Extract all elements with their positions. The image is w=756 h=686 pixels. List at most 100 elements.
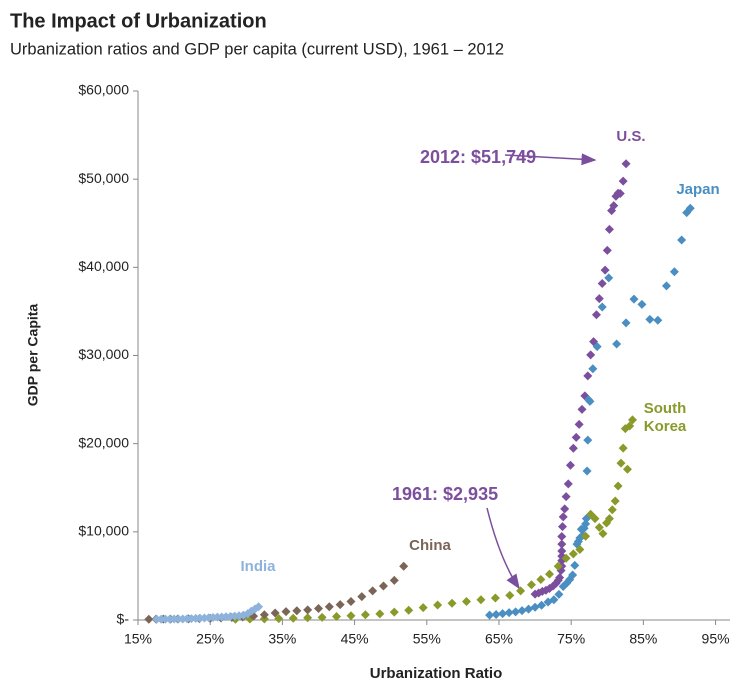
y-tick-label: $20,000 (78, 434, 129, 450)
x-tick-label: 95% (702, 631, 730, 647)
point (558, 522, 568, 532)
point (607, 505, 617, 515)
point (549, 595, 559, 605)
point (498, 609, 508, 619)
point (563, 479, 573, 489)
point (625, 421, 635, 431)
point (583, 371, 593, 381)
x-tick-label: 65% (485, 631, 513, 647)
point (677, 235, 687, 245)
point (303, 605, 313, 615)
y-tick-label: $50,000 (78, 170, 129, 186)
point (490, 593, 500, 603)
point (560, 504, 570, 514)
y-tick-label: $30,000 (78, 346, 129, 362)
point (615, 189, 625, 199)
point (604, 224, 614, 234)
point (600, 265, 610, 275)
point (346, 596, 356, 606)
point (575, 544, 585, 554)
point (616, 458, 626, 468)
point (612, 339, 622, 349)
point (581, 519, 591, 529)
point (613, 481, 623, 491)
point (536, 574, 546, 584)
point (504, 608, 514, 618)
point (389, 607, 399, 617)
point (557, 539, 567, 549)
point (574, 419, 584, 429)
y-tick-label: $10,000 (78, 523, 129, 539)
point (259, 610, 269, 620)
point (557, 546, 567, 556)
point (491, 609, 501, 619)
point (685, 203, 695, 213)
point (433, 600, 443, 610)
point (303, 613, 313, 623)
point (597, 302, 607, 312)
point (332, 611, 342, 621)
point (389, 575, 399, 585)
annotation: 2012: $51,749 (420, 147, 536, 167)
point (404, 605, 414, 615)
annotation-arrow (504, 153, 597, 166)
point (144, 614, 154, 624)
series-label: India (240, 558, 276, 575)
point (555, 573, 565, 583)
point (628, 415, 638, 425)
point (604, 273, 614, 283)
y-tick-label: $60,000 (78, 82, 129, 98)
annotation: 1961: $2,935 (392, 484, 498, 504)
x-axis-label: Urbanization Ratio (370, 665, 503, 682)
y-tick-label: $- (117, 611, 130, 627)
series-label: South Korea (643, 400, 687, 435)
point (505, 590, 515, 600)
point (288, 613, 298, 623)
point (254, 602, 264, 612)
point (568, 549, 578, 559)
point (583, 435, 593, 445)
series-label: U.S. (616, 128, 646, 145)
point (571, 432, 581, 442)
point (368, 586, 378, 596)
x-tick-label: 85% (629, 631, 657, 647)
point (537, 600, 547, 610)
point (637, 299, 647, 309)
point (618, 176, 628, 186)
point (557, 531, 567, 541)
point (629, 294, 639, 304)
point (609, 201, 619, 211)
point (645, 314, 655, 324)
point (418, 603, 428, 613)
point (597, 279, 607, 289)
point (360, 610, 370, 620)
point (591, 310, 601, 320)
point (346, 611, 356, 621)
x-tick-label: 35% (268, 631, 296, 647)
point (588, 364, 598, 374)
point (586, 350, 596, 360)
point (594, 294, 604, 304)
point (661, 281, 671, 291)
y-axis-label: GDP per Capita (25, 304, 41, 407)
point (274, 614, 284, 624)
point (561, 553, 571, 563)
point (516, 586, 526, 596)
series-label: Japan (676, 181, 720, 198)
point (568, 443, 578, 453)
x-tick-label: 45% (341, 631, 369, 647)
point (485, 610, 495, 620)
point (585, 396, 595, 406)
point (570, 560, 580, 570)
chart-title: The Impact of Urbanization (10, 10, 267, 32)
point (594, 522, 604, 532)
point (324, 602, 334, 612)
point (313, 604, 323, 614)
point (335, 600, 345, 610)
point (281, 607, 291, 617)
point (530, 602, 540, 612)
point (618, 443, 628, 453)
point (582, 466, 592, 476)
point (669, 267, 679, 277)
